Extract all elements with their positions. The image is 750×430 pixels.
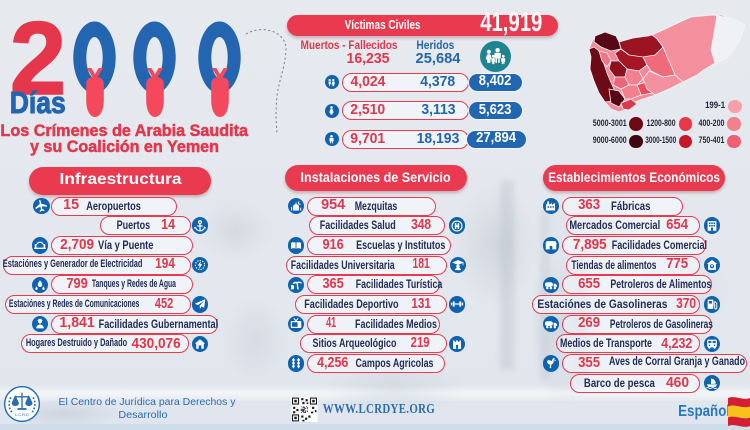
svg-text:L.C.R.D: L.C.R.D	[15, 413, 29, 417]
